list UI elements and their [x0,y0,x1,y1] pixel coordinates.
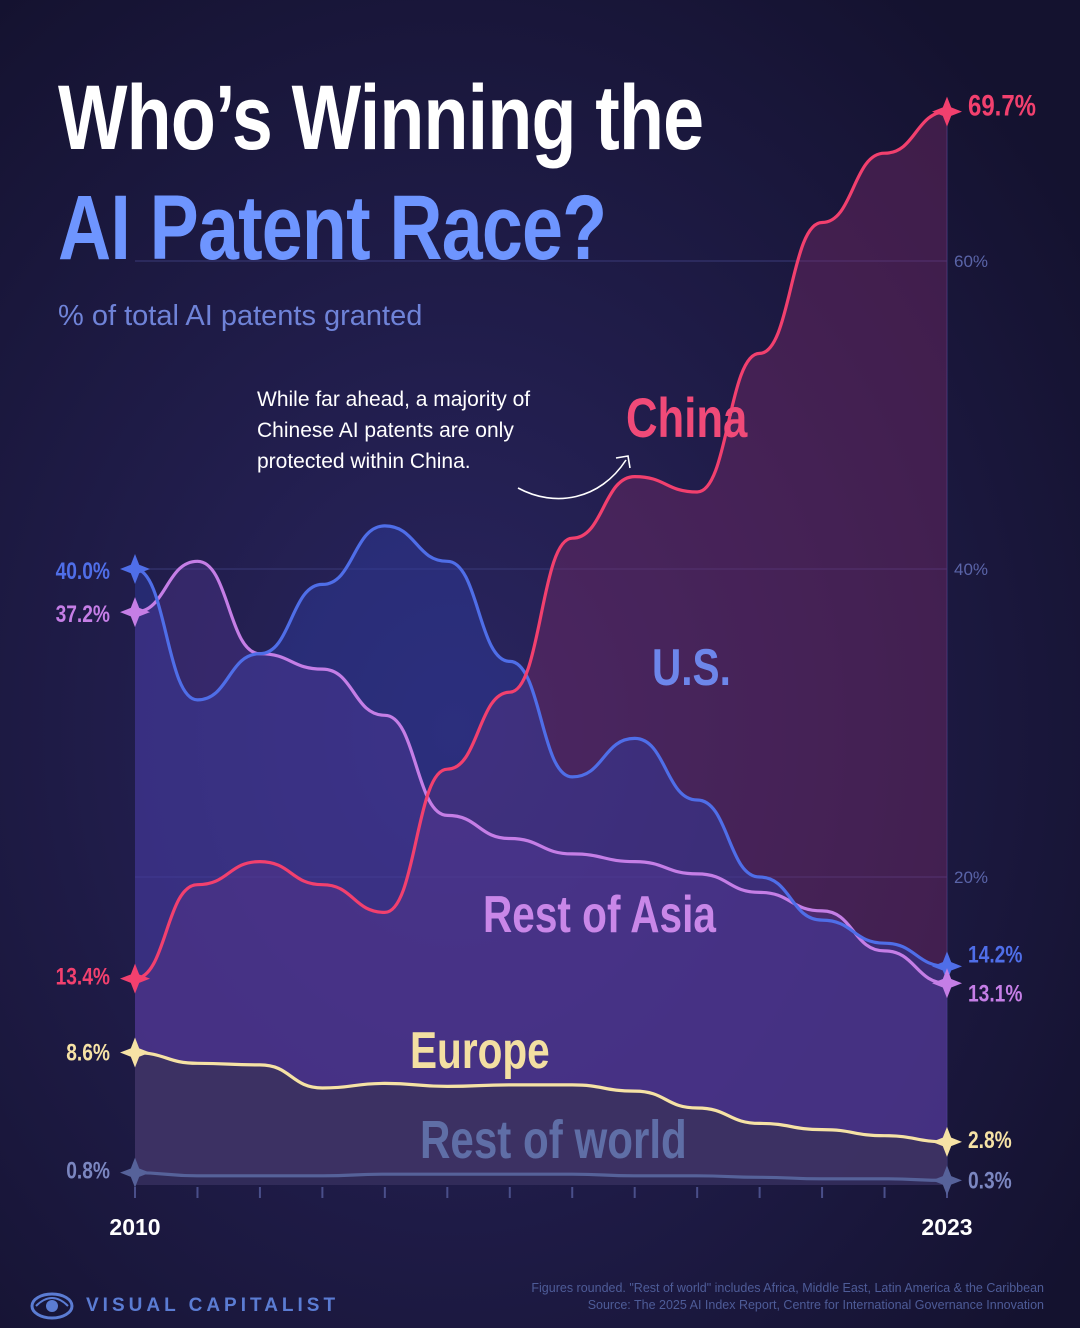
footnote: Figures rounded. "Rest of world" include… [531,1280,1044,1314]
series-label-europe: Europe [410,1022,550,1080]
y-tick-label: 60% [954,252,988,271]
value-labels: 13.4% 69.7% 40.0% 14.2% 37.2% 13.1% 8.6% 2.8% 0.… [56,88,1036,1194]
annotation-line: protected within China. [257,450,471,473]
line-europe [133,1051,949,1144]
end-value-label: 14.2% [968,940,1022,968]
end-marker-china [932,96,962,127]
x-tick-label: 2023 [921,1214,972,1240]
page-title-line-2: AI Patent Race? [58,177,607,279]
annotation-line: Chinese AI patents are only [257,419,514,442]
line-rest-of-world [133,1171,949,1182]
end-marker-rest-of-asia [932,968,962,999]
end-marker-us [932,951,962,982]
end-value-label: 2.8% [968,1126,1012,1154]
page-title-line-1: Who’s Winning the [58,67,704,169]
area-rest-of-asia [135,561,947,1185]
x-axis: 2010 2023 [109,1187,973,1240]
series-label-rest-of-asia: Rest of Asia [483,886,716,944]
start-marker-china [120,963,150,994]
series-label-china: China [626,386,748,449]
annotation-arrow [517,455,631,500]
start-value-label: 37.2% [56,600,110,628]
area-europe [135,1052,947,1185]
footnote-line: Figures rounded. "Rest of world" include… [531,1281,1044,1295]
series-lines [133,110,949,1182]
area-us [135,525,947,1185]
brand-logo: VISUAL CAPITALIST [30,1290,339,1322]
brand-name: VISUAL CAPITALIST [86,1295,340,1316]
series-label-us: U.S. [652,639,731,697]
arrow-head-icon [615,455,631,469]
x-tick-label: 2010 [109,1214,160,1240]
end-value-label: 13.1% [968,979,1022,1007]
start-marker-europe [120,1037,150,1068]
start-marker-rest-of-asia [120,597,150,628]
curved-arrow-icon [517,459,627,500]
gridlines: 20% 40% 60% [135,110,988,1185]
visual-capitalist-logo-icon [30,1292,74,1320]
y-tick-label: 20% [954,868,988,887]
end-marker-rest-of-world [932,1165,962,1196]
start-marker-rest-of-world [120,1157,150,1188]
start-value-label: 40.0% [56,557,110,585]
start-value-label: 0.8% [66,1157,110,1185]
start-value-label: 13.4% [56,963,110,991]
area-china [135,111,947,1186]
line-china [133,110,949,981]
series-areas [135,111,947,1186]
y-tick-label: 40% [954,560,988,579]
line-us [133,524,949,968]
start-value-label: 8.6% [66,1038,110,1066]
start-marker-us [120,554,150,584]
footnote-line: Source: The 2025 AI Index Report, Centre… [587,1298,1044,1312]
series-label-rest-of-world: Rest of world [420,1110,687,1170]
china-annotation: While far ahead, a majority of Chinese A… [257,384,617,477]
annotation-line: While far ahead, a majority of [257,388,531,411]
end-value-label: 69.7% [968,88,1036,122]
endpoint-markers [120,96,962,1196]
chart-subtitle: % of total AI patents granted [58,300,423,332]
end-value-label: 0.3% [968,1166,1012,1194]
end-marker-europe [932,1126,962,1157]
